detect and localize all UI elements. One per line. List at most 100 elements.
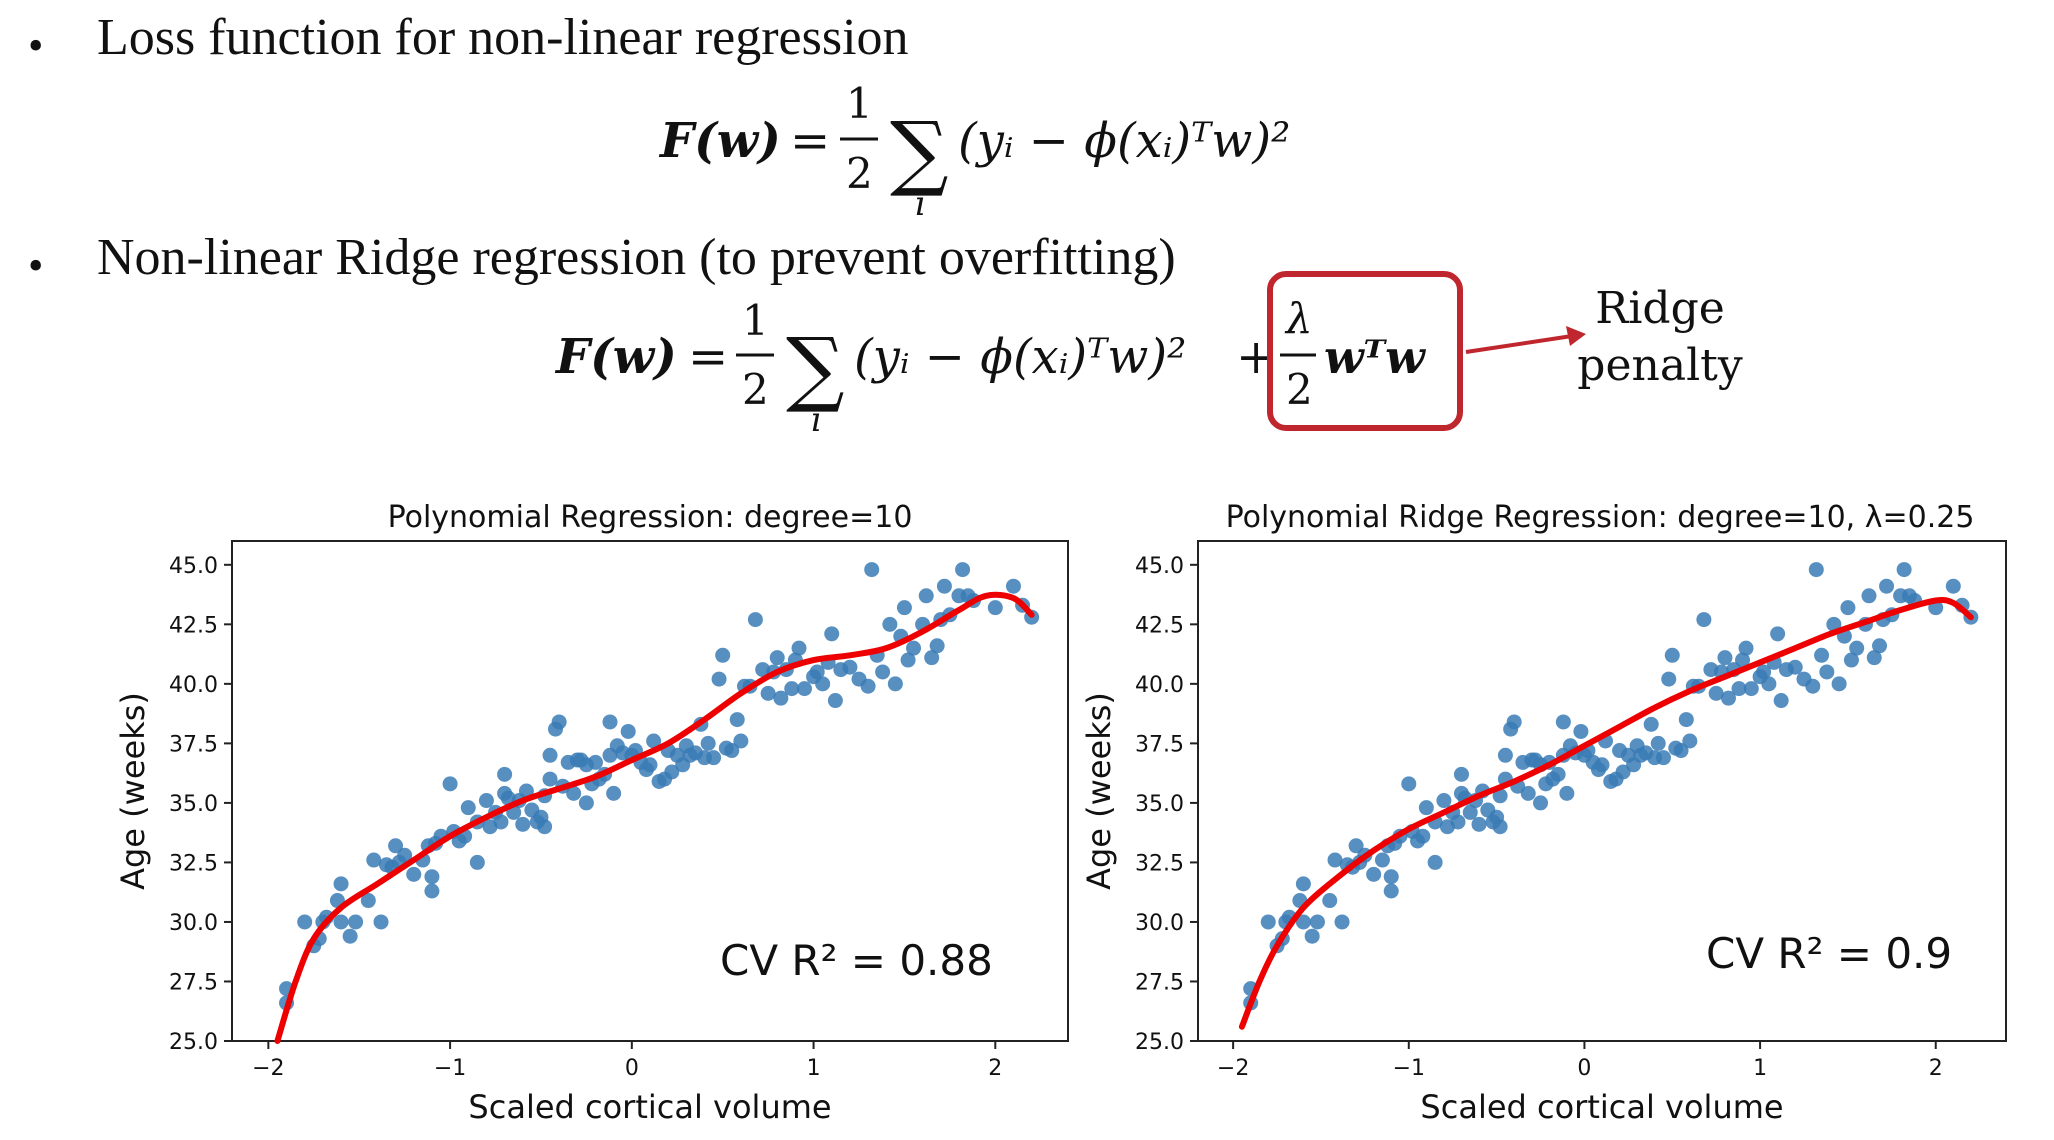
cv-r2-annotation: CV R² = 0.9 bbox=[1706, 929, 1952, 978]
data-point bbox=[1735, 652, 1751, 668]
data-point bbox=[442, 776, 458, 792]
chart-left: Polynomial Regression: degree=10 25.0 27.5… bbox=[114, 500, 1069, 1126]
cv-r2-annotation: CV R² = 0.88 bbox=[720, 936, 993, 985]
data-point bbox=[1492, 819, 1508, 835]
data-point bbox=[478, 793, 494, 809]
data-point bbox=[542, 747, 558, 763]
data-point bbox=[700, 735, 716, 751]
data-point bbox=[1643, 716, 1659, 732]
data-point bbox=[1720, 690, 1736, 706]
y-tick-label: 27.5 bbox=[169, 970, 218, 995]
data-point bbox=[711, 671, 727, 687]
data-point bbox=[646, 733, 662, 749]
data-point bbox=[664, 764, 680, 780]
data-point bbox=[406, 866, 422, 882]
data-point bbox=[1559, 785, 1575, 801]
y-tick-label: 27.5 bbox=[1135, 970, 1184, 995]
data-point bbox=[1506, 714, 1522, 730]
data-point bbox=[1673, 743, 1689, 759]
data-point bbox=[1717, 650, 1733, 666]
data-point bbox=[815, 676, 831, 692]
data-point bbox=[1743, 681, 1759, 697]
data-point bbox=[493, 814, 509, 830]
data-point bbox=[796, 681, 812, 697]
x-tick-label: −2 bbox=[252, 1056, 284, 1081]
data-point bbox=[1696, 612, 1712, 628]
data-point bbox=[1770, 626, 1786, 642]
data-point bbox=[397, 847, 413, 863]
y-tick-label: 45.0 bbox=[1135, 554, 1184, 579]
data-point bbox=[747, 612, 763, 628]
data-point bbox=[706, 750, 722, 766]
data-point bbox=[1678, 712, 1694, 728]
data-point bbox=[1773, 693, 1789, 709]
data-point bbox=[1418, 800, 1434, 816]
data-point bbox=[1383, 869, 1399, 885]
data-point bbox=[1427, 854, 1443, 870]
data-point bbox=[1879, 578, 1895, 594]
data-point bbox=[906, 640, 922, 656]
data-point bbox=[929, 638, 945, 654]
data-point bbox=[1805, 678, 1821, 694]
x-tick-label: 0 bbox=[1577, 1056, 1591, 1081]
data-point bbox=[760, 685, 776, 701]
data-point bbox=[1005, 578, 1021, 594]
y-tick-label: 37.5 bbox=[169, 732, 218, 757]
data-point bbox=[297, 914, 313, 930]
data-point bbox=[896, 600, 912, 616]
data-point bbox=[587, 754, 603, 770]
data-point bbox=[551, 714, 567, 730]
data-point bbox=[1808, 562, 1824, 578]
x-axis-label: Scaled cortical volume bbox=[468, 1088, 831, 1126]
data-point bbox=[578, 795, 594, 811]
data-point bbox=[1840, 600, 1856, 616]
data-point bbox=[900, 652, 916, 668]
data-point bbox=[733, 733, 749, 749]
data-point bbox=[620, 723, 636, 739]
y-tick-label: 25.0 bbox=[169, 1030, 218, 1055]
data-point bbox=[1819, 664, 1835, 680]
data-point bbox=[497, 766, 513, 782]
y-tick-label: 30.0 bbox=[1135, 911, 1184, 936]
data-point bbox=[388, 838, 404, 854]
data-point bbox=[987, 600, 1003, 616]
data-point bbox=[424, 883, 440, 899]
data-point bbox=[1787, 659, 1803, 675]
data-point bbox=[1471, 816, 1487, 832]
y-tick-label: 45.0 bbox=[169, 554, 218, 579]
data-point bbox=[955, 562, 971, 578]
data-point bbox=[1731, 681, 1747, 697]
data-point bbox=[882, 616, 898, 632]
x-tick-label: 1 bbox=[1753, 1056, 1767, 1081]
data-point bbox=[887, 676, 903, 692]
data-point bbox=[1415, 828, 1431, 844]
y-tick-label: 40.0 bbox=[1135, 673, 1184, 698]
data-point bbox=[360, 893, 376, 909]
data-point bbox=[469, 854, 485, 870]
x-tick-label: 1 bbox=[807, 1056, 821, 1081]
data-point bbox=[842, 659, 858, 675]
y-axis-label: Age (weeks) bbox=[1080, 692, 1118, 890]
data-point bbox=[515, 816, 531, 832]
data-point bbox=[642, 757, 658, 773]
data-point bbox=[333, 914, 349, 930]
x-tick-label: 0 bbox=[625, 1056, 639, 1081]
data-point bbox=[606, 785, 622, 801]
data-point bbox=[729, 712, 745, 728]
data-point bbox=[1322, 893, 1338, 909]
data-point bbox=[342, 928, 358, 944]
fit-curve bbox=[1238, 597, 1974, 1030]
data-point bbox=[1453, 766, 1469, 782]
data-point bbox=[1945, 578, 1961, 594]
x-tick-label: 2 bbox=[1929, 1056, 1943, 1081]
data-point bbox=[1295, 914, 1311, 930]
data-point bbox=[1436, 793, 1452, 809]
y-tick-label: 42.5 bbox=[169, 613, 218, 638]
y-tick-label: 30.0 bbox=[169, 911, 218, 936]
data-point bbox=[348, 914, 364, 930]
data-point bbox=[875, 664, 891, 680]
data-point bbox=[1366, 866, 1382, 882]
data-point bbox=[1295, 876, 1311, 892]
data-point bbox=[918, 588, 934, 604]
